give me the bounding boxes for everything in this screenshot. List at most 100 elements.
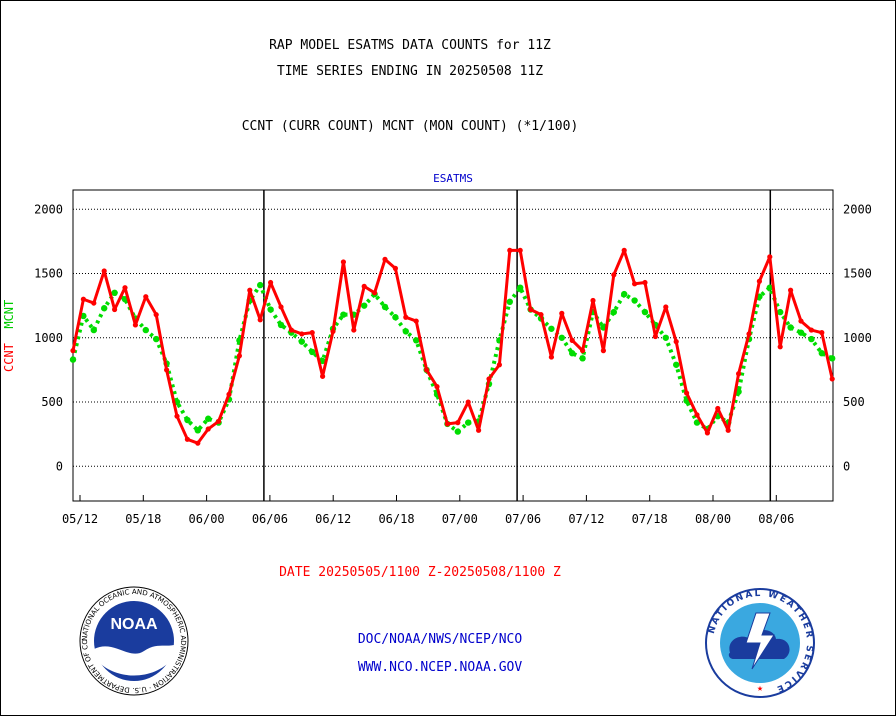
data-point-mcnt (673, 361, 680, 368)
data-point-mcnt (298, 338, 305, 345)
data-point-ccnt (621, 247, 627, 254)
data-point-ccnt (268, 279, 274, 286)
series-ccnt (70, 247, 835, 446)
data-point-mcnt (829, 355, 836, 362)
data-point-mcnt (579, 355, 586, 362)
data-point-ccnt (694, 412, 700, 418)
y-tick-label: 2000 (34, 202, 63, 216)
y-tick-label: 0 (56, 459, 63, 473)
y-tick-label: 2000 (843, 202, 872, 216)
chart-title-line-2: TIME SERIES ENDING IN 20250508 11Z (276, 64, 544, 79)
data-point-mcnt (392, 314, 399, 321)
data-point-ccnt (174, 413, 180, 419)
x-tick-label: 06/00 (189, 512, 225, 526)
date-range-label: DATE 20250505/1100 Z-20250508/1100 Z (279, 565, 561, 580)
data-point-ccnt (278, 304, 284, 310)
data-point-ccnt (673, 339, 679, 345)
data-point-mcnt (184, 416, 191, 424)
org-path-link[interactable]: DOC/NOAA/NWS/NCEP/NCO (357, 632, 523, 647)
data-point-ccnt (559, 310, 565, 316)
data-point-ccnt (361, 283, 367, 289)
data-point-ccnt (91, 300, 97, 306)
data-point-ccnt (507, 247, 513, 254)
data-point-ccnt (247, 287, 253, 293)
data-point-ccnt (684, 390, 690, 396)
data-point-ccnt (611, 272, 617, 278)
data-point-ccnt (767, 254, 773, 260)
data-point-ccnt (632, 281, 638, 287)
data-point-ccnt (476, 427, 482, 433)
data-point-mcnt (631, 297, 638, 304)
y-tick-label: 0 (843, 459, 850, 473)
data-point-ccnt (80, 296, 86, 302)
data-point-mcnt (309, 348, 316, 356)
data-point-ccnt (413, 318, 419, 324)
series-mcnt (69, 281, 836, 435)
data-point-ccnt (164, 367, 170, 373)
data-point-mcnt (340, 311, 347, 318)
plot-title: ESATMS (433, 172, 473, 185)
data-point-ccnt (434, 384, 440, 390)
data-point-ccnt (538, 312, 544, 318)
data-point-ccnt (590, 297, 596, 304)
data-point-mcnt (569, 350, 576, 357)
y-tick-label: 1000 (843, 331, 872, 345)
data-point-ccnt (663, 304, 669, 310)
data-point-ccnt (299, 331, 305, 337)
data-point-mcnt (277, 321, 285, 329)
data-point-mcnt (194, 427, 201, 434)
data-point-mcnt (808, 335, 815, 343)
data-point-ccnt (392, 265, 398, 271)
x-tick-label: 07/18 (632, 512, 668, 526)
data-point-mcnt (506, 298, 513, 306)
data-point-ccnt (236, 353, 242, 359)
x-tick-label: 08/06 (758, 512, 794, 526)
data-point-ccnt (112, 306, 118, 313)
series-layer (69, 247, 836, 446)
website-link[interactable]: WWW.NCO.NCEP.NOAA.GOV (357, 660, 523, 675)
data-point-mcnt (257, 281, 264, 289)
data-point-mcnt (454, 428, 461, 435)
data-point-mcnt (153, 335, 160, 343)
x-tick-label: 06/12 (315, 512, 351, 526)
x-tick-label: 08/00 (695, 512, 731, 526)
data-point-ccnt (496, 362, 502, 368)
x-tick-label: 06/06 (252, 512, 288, 526)
data-point-ccnt (528, 306, 534, 313)
data-point-mcnt (267, 306, 274, 313)
data-point-ccnt (486, 376, 492, 382)
data-point-ccnt (569, 337, 575, 343)
data-point-mcnt (621, 290, 628, 298)
x-tick-label: 07/00 (442, 512, 478, 526)
y-tick-label: 1500 (843, 267, 872, 281)
data-point-ccnt (517, 247, 523, 254)
data-point-ccnt (351, 327, 357, 333)
data-point-ccnt (382, 256, 388, 262)
data-point-ccnt (756, 278, 763, 284)
data-point-ccnt (808, 327, 815, 333)
data-point-ccnt (652, 333, 659, 340)
data-point-mcnt (641, 308, 649, 316)
data-point-ccnt (819, 330, 825, 336)
data-point-mcnt (402, 328, 409, 335)
data-point-ccnt (736, 371, 742, 377)
data-point-mcnt (111, 289, 118, 297)
data-point-ccnt (746, 331, 752, 337)
data-point-ccnt (288, 327, 294, 333)
data-point-ccnt (226, 391, 232, 397)
grid-lines (73, 208, 833, 467)
data-point-ccnt (465, 399, 471, 405)
data-point-mcnt (69, 356, 77, 363)
data-point-ccnt (257, 317, 263, 323)
data-point-mcnt (548, 325, 555, 332)
x-tick-label: 05/18 (125, 512, 161, 526)
data-point-mcnt (517, 284, 524, 291)
data-point-mcnt (787, 324, 794, 331)
data-point-mcnt (766, 284, 773, 291)
data-point-ccnt (184, 436, 190, 442)
data-point-ccnt (70, 348, 76, 354)
chart-title-line-1: RAP MODEL ESATMS DATA COUNTS for 11Z (269, 38, 551, 53)
data-point-ccnt (444, 421, 450, 427)
data-point-mcnt (205, 415, 212, 422)
